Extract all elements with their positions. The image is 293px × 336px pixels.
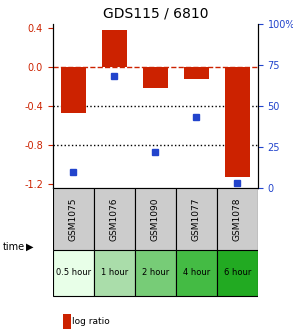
FancyBboxPatch shape [135, 250, 176, 296]
Bar [61, 67, 86, 113]
Text: ▶: ▶ [26, 242, 34, 252]
Text: GSM1077: GSM1077 [192, 198, 201, 241]
Text: 6 hour: 6 hour [224, 268, 251, 278]
Bar [102, 30, 127, 67]
Text: 0.5 hour: 0.5 hour [56, 268, 91, 278]
Text: time: time [3, 242, 25, 252]
FancyBboxPatch shape [94, 188, 135, 250]
Text: log ratio: log ratio [72, 317, 110, 326]
FancyBboxPatch shape [217, 188, 258, 250]
Text: GSM1078: GSM1078 [233, 198, 242, 241]
FancyBboxPatch shape [176, 250, 217, 296]
Bar [63, 333, 71, 336]
Bar [225, 67, 250, 177]
FancyBboxPatch shape [176, 188, 217, 250]
FancyBboxPatch shape [53, 250, 94, 296]
Bar [143, 67, 168, 88]
Bar [184, 67, 209, 79]
FancyBboxPatch shape [94, 250, 135, 296]
FancyBboxPatch shape [217, 250, 258, 296]
Bar [63, 314, 71, 329]
Text: GSM1075: GSM1075 [69, 198, 78, 241]
Text: 2 hour: 2 hour [142, 268, 169, 278]
Text: GSM1090: GSM1090 [151, 198, 160, 241]
FancyBboxPatch shape [53, 188, 94, 250]
Text: 1 hour: 1 hour [100, 268, 128, 278]
Text: GSM1076: GSM1076 [110, 198, 119, 241]
FancyBboxPatch shape [135, 188, 176, 250]
Title: GDS115 / 6810: GDS115 / 6810 [103, 7, 208, 21]
Text: 4 hour: 4 hour [183, 268, 210, 278]
